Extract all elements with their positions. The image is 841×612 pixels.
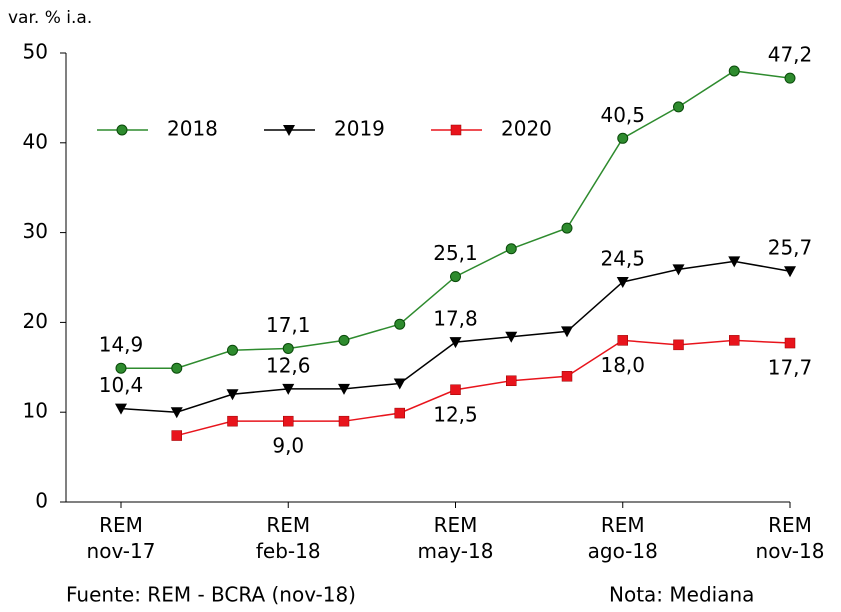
point xyxy=(282,383,295,395)
x-tick-label-line: nov-18 xyxy=(756,539,825,563)
x-tick-label-line: REM xyxy=(266,513,310,537)
x-tick-label-line: REM xyxy=(99,513,143,537)
point xyxy=(561,326,573,338)
point xyxy=(394,407,405,419)
x-tick-label-line: REM xyxy=(768,513,812,537)
legend-label: 2019 xyxy=(334,117,385,141)
data-label: 10,4 xyxy=(99,373,144,397)
point xyxy=(449,337,462,349)
point xyxy=(784,337,796,349)
y-tick-label: 20 xyxy=(23,309,48,333)
x-tick-label: REM ago-18 xyxy=(588,513,658,563)
point xyxy=(227,344,238,356)
point xyxy=(171,430,182,441)
point xyxy=(617,132,629,144)
data-label: 47,2 xyxy=(768,43,813,67)
data-label: 12,5 xyxy=(433,402,478,426)
legend-label: 2020 xyxy=(501,117,552,141)
point xyxy=(394,318,406,330)
point xyxy=(784,266,796,278)
x-tick-label: REM nov-18 xyxy=(756,513,825,563)
data-label: 17,8 xyxy=(433,307,478,331)
point xyxy=(561,371,573,382)
data-label: 17,1 xyxy=(266,313,311,337)
data-label: 18,0 xyxy=(600,353,645,377)
series-line xyxy=(176,339,791,437)
point xyxy=(338,383,350,395)
x-tick-label-line: feb-18 xyxy=(256,539,321,563)
y-tick-label: 30 xyxy=(23,219,48,243)
data-label: 25,7 xyxy=(768,236,813,260)
data-label: 24,5 xyxy=(600,246,645,270)
point xyxy=(505,243,517,255)
legend-marker xyxy=(116,124,128,136)
point xyxy=(171,362,183,374)
data-label: 9,0 xyxy=(272,434,304,458)
data-label: 17,7 xyxy=(768,356,813,380)
point xyxy=(338,415,350,427)
point xyxy=(115,362,127,374)
source-note: Fuente: REM - BCRA (nov-18) xyxy=(66,583,356,607)
x-tick-label-line: may-18 xyxy=(418,539,494,563)
point xyxy=(729,335,740,346)
point xyxy=(338,334,350,346)
point xyxy=(506,375,517,387)
point xyxy=(283,415,294,427)
point xyxy=(450,271,461,283)
point xyxy=(672,264,685,276)
point xyxy=(616,276,629,288)
y-tick-label: 0 xyxy=(35,489,48,513)
legend-marker xyxy=(450,124,462,136)
data-label: 25,1 xyxy=(433,241,478,265)
data-label: 40,5 xyxy=(600,103,645,127)
point xyxy=(617,335,628,346)
x-tick-label: REM may-18 xyxy=(418,513,494,563)
point xyxy=(393,378,406,390)
data-label: 12,6 xyxy=(266,353,311,377)
x-tick-label-line: REM xyxy=(434,513,478,537)
x-tick-label-line: REM xyxy=(601,513,645,537)
point xyxy=(505,331,518,343)
legend-marker xyxy=(283,125,295,136)
x-tick-label-line: ago-18 xyxy=(588,539,658,563)
point xyxy=(450,384,461,395)
y-tick-label: 40 xyxy=(23,129,48,153)
y-tick-label: 10 xyxy=(23,399,48,423)
x-tick-label: REM feb-18 xyxy=(256,513,321,563)
point xyxy=(784,72,796,84)
point xyxy=(561,222,573,234)
point xyxy=(227,415,238,427)
note: Nota: Mediana xyxy=(609,583,754,607)
legend-label: 2018 xyxy=(167,117,218,141)
point xyxy=(115,403,127,415)
point xyxy=(673,339,684,351)
y-tick-label: 50 xyxy=(23,40,48,64)
point xyxy=(226,389,239,401)
point xyxy=(673,101,684,113)
x-tick-label-line: nov-17 xyxy=(87,539,156,563)
point xyxy=(282,342,294,354)
y-axis-label: var. % i.a. xyxy=(8,8,92,28)
point xyxy=(728,256,741,268)
data-label: 14,9 xyxy=(99,333,144,357)
point xyxy=(170,407,183,419)
point xyxy=(728,65,740,77)
x-tick-label: REM nov-17 xyxy=(87,513,156,563)
